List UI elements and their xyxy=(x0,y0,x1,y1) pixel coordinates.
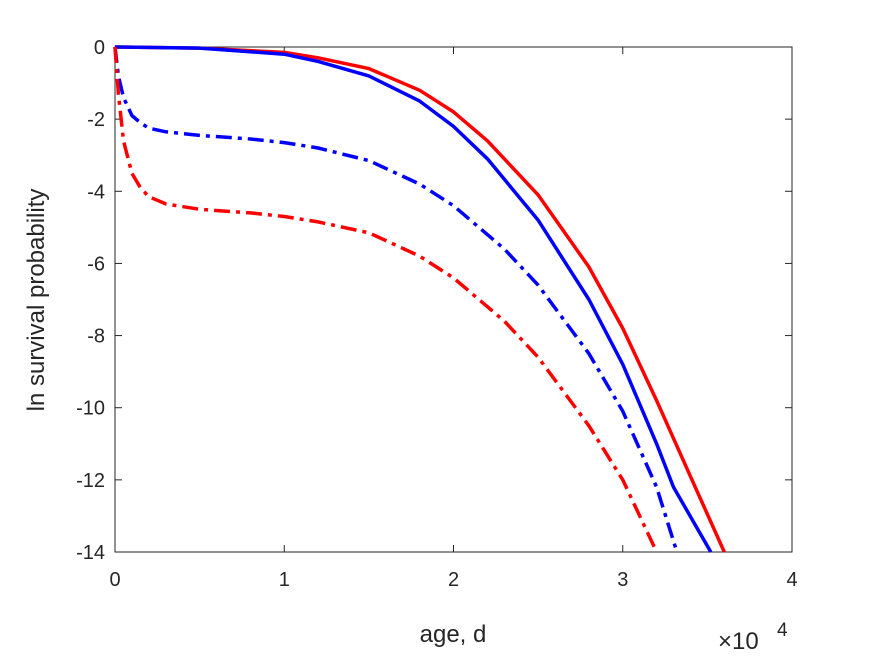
x-exponent-base: ×10 xyxy=(718,628,759,655)
y-tick-label: -10 xyxy=(76,398,105,420)
y-tick-label: -14 xyxy=(76,542,105,564)
y-tick-label: -12 xyxy=(76,470,105,492)
y-tick-label: -2 xyxy=(87,109,105,131)
x-tick-label: 2 xyxy=(448,569,459,591)
series-line-3 xyxy=(113,46,679,553)
x-tick-label: 4 xyxy=(786,569,797,591)
series-line-2 xyxy=(114,45,713,553)
series-line-1 xyxy=(114,45,726,553)
y-tick-label: -6 xyxy=(87,253,105,275)
x-tick-label: 3 xyxy=(617,569,628,591)
y-axis-label: ln survival probability xyxy=(23,189,50,412)
x-exponent-power: 4 xyxy=(777,620,788,641)
x-tick-label: 1 xyxy=(279,569,290,591)
y-tick-label: -8 xyxy=(87,326,105,348)
series-group xyxy=(113,45,726,553)
plot-area xyxy=(114,46,793,553)
y-tick-label: -4 xyxy=(87,181,105,203)
y-tick-label: 0 xyxy=(94,37,105,59)
series-line-4 xyxy=(113,46,659,553)
x-tick-label: 0 xyxy=(109,569,120,591)
axis-ticks: 0 1 2 3 4 0 -2 -4 -6 -8 -10 -12 -14 xyxy=(76,37,797,591)
x-axis-label: age, d xyxy=(420,621,487,648)
